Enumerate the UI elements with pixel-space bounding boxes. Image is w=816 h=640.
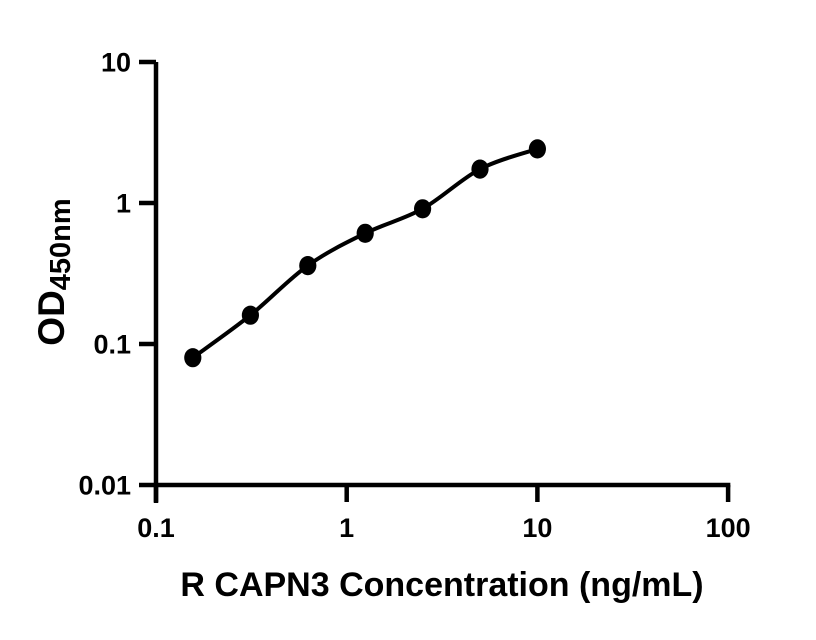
x-tick-label-10: 10 (522, 513, 552, 543)
data-point-0.625 (299, 256, 317, 276)
data-point-10 (528, 139, 547, 159)
plot-series (184, 139, 547, 368)
data-point-0.156 (184, 348, 202, 368)
y-axis-title-main: OD (31, 290, 72, 346)
y-tick-label-0.01: 0.01 (78, 471, 131, 501)
data-point-1.25 (356, 223, 374, 243)
data-point-0.3125 (241, 305, 259, 325)
y-tick-label-10: 10 (101, 48, 131, 78)
data-point-2.5 (414, 199, 432, 219)
x-tick-label-1: 1 (339, 513, 354, 543)
fit-curve (190, 146, 540, 360)
x-tick-label-100: 100 (706, 513, 751, 543)
y-tick-label-1: 1 (116, 189, 131, 219)
x-tick-label-0.1: 0.1 (137, 513, 175, 543)
y-tick-label-0.1: 0.1 (93, 330, 131, 360)
x-axis-title: R CAPN3 Concentration (ng/mL) (180, 566, 703, 604)
data-point-5 (471, 159, 489, 179)
y-axis-title: OD450nm (31, 198, 77, 345)
y-axis-title-subscript: 450nm (45, 198, 77, 290)
